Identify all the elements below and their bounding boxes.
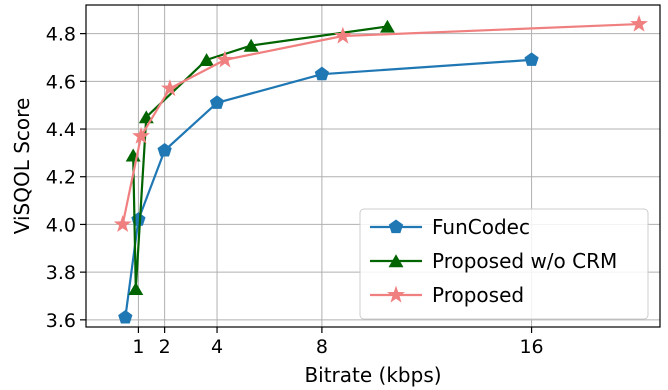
- series-line-proposed-w-o-crm: [132, 25, 388, 290]
- data-point-funcodec-4: [209, 95, 225, 109]
- series-proposed-w-o-crm: [125, 19, 395, 296]
- series-line-proposed: [121, 22, 640, 225]
- y-tick-label-4-8: 4.8: [46, 24, 76, 46]
- legend-label-proposed: Proposed: [432, 283, 524, 307]
- y-axis-label: ViSQOL Score: [10, 98, 34, 235]
- series-proposed: [113, 14, 648, 233]
- data-point-proposed-4: [216, 50, 234, 68]
- legend-marker-proposed: [387, 285, 405, 303]
- data-point-proposed-w-o-crm-6: [379, 19, 395, 33]
- plot-frame: [85, 4, 661, 328]
- y-tick-label-4-2: 4.2: [46, 167, 76, 189]
- x-axis-label: Bitrate (kbps): [304, 363, 441, 387]
- x-tick-label-8: 8: [316, 336, 328, 358]
- x-tick-label-16: 16: [519, 336, 543, 358]
- data-point-proposed-w-o-crm-2: [128, 282, 144, 296]
- series-line-funcodec: [124, 58, 532, 318]
- data-point-proposed-6: [630, 14, 648, 32]
- x-tick-label-2: 2: [159, 336, 171, 358]
- data-point-funcodec-6: [524, 52, 539, 66]
- data-point-proposed-1: [113, 215, 132, 233]
- y-tick-label-4-4: 4.4: [46, 119, 76, 141]
- legend-marker-proposed-w-o-crm: [388, 254, 404, 268]
- data-point-proposed-3: [160, 79, 179, 97]
- legend-label-funcodec: FunCodec: [432, 215, 530, 239]
- data-point-proposed-w-o-crm-4: [199, 53, 215, 67]
- x-tick-label-1: 1: [132, 336, 144, 358]
- data-point-proposed-w-o-crm-5: [243, 38, 259, 52]
- legend-label-proposed-w-o-crm: Proposed w/o CRM: [432, 249, 617, 273]
- y-tick-label-4-6: 4.6: [46, 71, 76, 93]
- data-point-funcodec-5: [314, 66, 330, 81]
- legend-box: [359, 208, 649, 320]
- y-tick-label-4-0: 4.0: [46, 214, 76, 236]
- data-point-proposed-5: [333, 26, 352, 44]
- data-point-proposed-2: [132, 126, 150, 144]
- series-layer: [113, 14, 648, 324]
- data-point-funcodec-3: [157, 143, 172, 157]
- legend-marker-funcodec: [388, 219, 404, 234]
- legend: FunCodec Proposed w/o CRM Proposed: [359, 208, 649, 320]
- y-tick-label-3-8: 3.8: [46, 262, 76, 284]
- series-funcodec: [118, 52, 539, 324]
- data-point-funcodec-1: [118, 309, 133, 324]
- ticks-layer: 1 2 4 8 16 3.6 3.8 4.0 4.2 4.4 4.6 4.8: [46, 24, 544, 358]
- x-tick-label-4: 4: [211, 336, 223, 358]
- y-tick-label-3-6: 3.6: [46, 310, 76, 332]
